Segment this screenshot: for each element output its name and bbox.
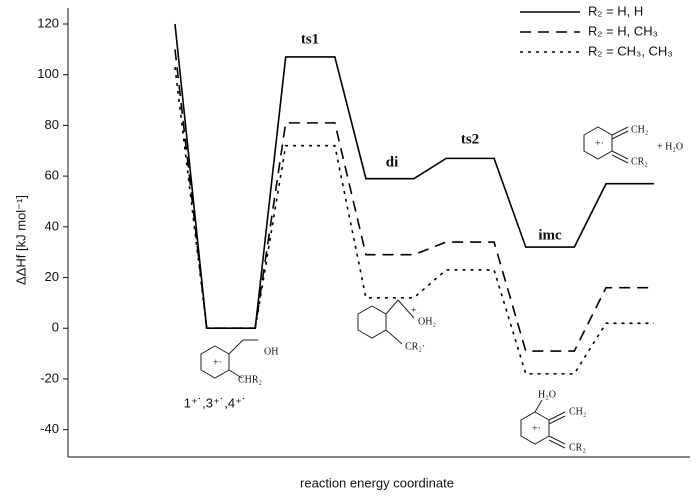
annotation: + [411,305,417,316]
y-tick-label: 80 [45,117,59,132]
y-tick-label: 40 [45,218,59,233]
y-tick-label: 20 [45,269,59,284]
legend-label: R₂ = H, H [588,3,643,18]
series-line [174,23,654,330]
y-tick-label: 120 [37,15,59,30]
annotation: H₂O [538,389,556,400]
annotation: +· [532,423,541,434]
bond [385,299,399,315]
annotation: CH₂ [631,124,648,135]
x-axis-label: reaction energy coordinate [300,475,454,490]
annotation: CHR₂ [238,374,262,385]
bond [228,369,243,379]
y-tick-label: -40 [40,421,59,436]
bond [611,126,629,136]
bond [548,439,566,449]
annotation: ts2 [461,131,479,147]
annotation: CH₂ [569,406,586,417]
bond [548,411,566,421]
bond [385,329,403,345]
y-tick-label: 0 [52,320,59,335]
annotation: CR₂ [631,156,648,167]
bond [611,130,629,140]
annotation: di [386,154,399,170]
y-tick-label: 60 [45,168,59,183]
molecule-drawings [200,126,629,449]
bond [548,435,566,445]
annotation: +· [213,357,222,368]
annotation: OH₂ [418,316,436,327]
annotation: +· [595,138,604,149]
annotation: + H₂O [657,141,683,152]
ring [357,305,387,339]
series-line [174,49,654,352]
annotation: CR₂· [405,341,425,352]
bond [534,399,543,413]
bond [611,150,629,160]
annotation: ts1 [301,31,319,47]
legend-label: R₂ = H, CH₃ [588,23,658,38]
y-tick-label: -20 [40,370,59,385]
y-tick-label: 100 [37,66,59,81]
annotation: imc [538,227,562,243]
bond [548,415,566,425]
y-axis-label: ΔΔHf [kJ mol⁻¹] [13,195,28,285]
annotation: OH [264,346,278,357]
legend-label: R₂ = CH₃, CH₃ [588,43,673,58]
bond [611,154,629,164]
annotation: 1⁺˙,3⁺˙,4⁺˙ [184,395,247,410]
bond [397,299,415,319]
annotation: CR₂ [569,442,586,453]
bond [228,339,244,355]
